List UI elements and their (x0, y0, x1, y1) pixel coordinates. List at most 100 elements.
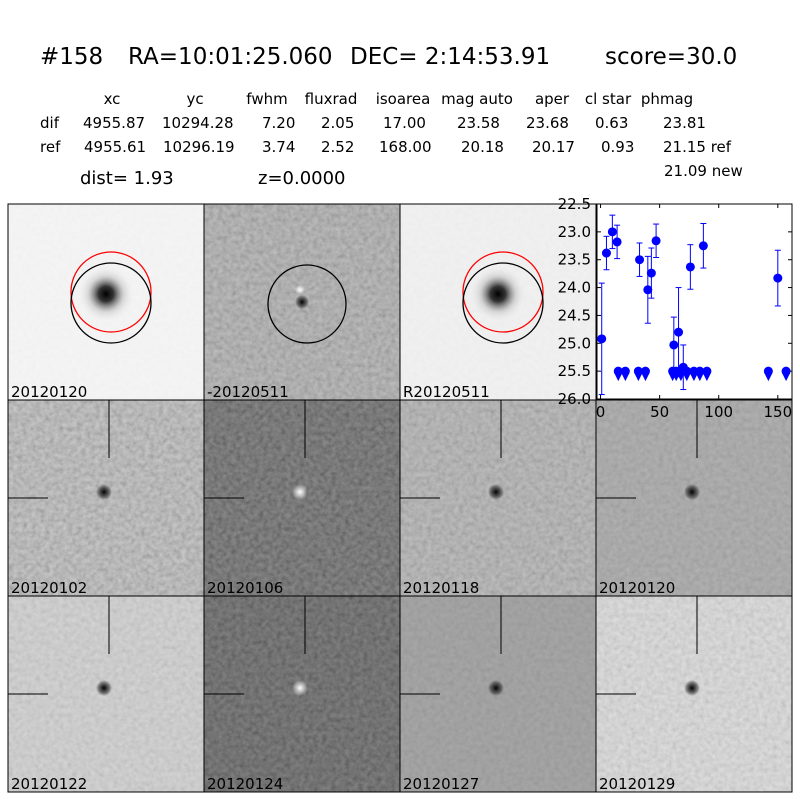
point (685, 262, 695, 272)
table-cell: 23.81 (663, 114, 706, 132)
y-tick-label: 25.0 (558, 334, 591, 352)
y-tick-label: 26.0 (558, 390, 591, 408)
aperture-ref (70, 251, 152, 333)
y-tick-label: 24.5 (558, 306, 591, 324)
x-tick-label: 150 (763, 403, 792, 421)
source-hi (295, 285, 305, 295)
table-cell: 20.17 (532, 138, 575, 156)
plot-area (596, 203, 793, 400)
column-header: phmag (641, 90, 693, 108)
point (698, 241, 708, 251)
aperture-ref (462, 251, 544, 333)
stamp-label: 20120120 (599, 579, 675, 597)
stamp-label: 20120120 (11, 383, 87, 401)
point (674, 327, 684, 337)
table-cell: 7.20 (262, 114, 295, 132)
source (292, 680, 308, 696)
redshift: z=0.0000 (258, 168, 346, 189)
light-curve: 22.5 23.0 23.5 24.0 24.5 25.0 25.5 26.0 0 50 100 15… (558, 195, 793, 421)
aperture (70, 262, 152, 344)
column-header: fluxrad (305, 90, 358, 108)
score: score=30.0 (605, 44, 737, 70)
stamp-label: 20120129 (599, 775, 675, 793)
limit-point (695, 366, 705, 376)
table-cell: 23.68 (526, 114, 569, 132)
table-cell: 4955.87 (83, 114, 145, 132)
stamp-label: -20120511 (207, 383, 289, 401)
phmag-new: 21.09 new (664, 162, 743, 180)
stamp-label: 20120124 (207, 775, 283, 793)
source (468, 264, 528, 324)
dist: dist= 1.93 (80, 168, 174, 189)
source (488, 680, 504, 696)
table-cell: 21.15 ref (663, 138, 732, 156)
limit-point (682, 366, 692, 376)
table-cell: 10296.19 (163, 138, 235, 156)
point (601, 248, 611, 258)
table-cell: 2.05 (321, 114, 354, 132)
row-label: dif (40, 114, 60, 132)
x-tick-label: 0 (596, 403, 606, 421)
point (643, 285, 653, 295)
column-header: cl star (585, 90, 632, 108)
y-tick-label: 25.5 (558, 362, 591, 380)
limit-point (781, 366, 791, 376)
table-cell: 168.00 (379, 138, 432, 156)
y-tick-label: 22.5 (558, 195, 591, 213)
aperture (267, 264, 347, 344)
y-tick-label: 23.0 (558, 223, 591, 241)
table-cell: 23.58 (457, 114, 500, 132)
y-tick-label: 23.5 (558, 251, 591, 269)
source (96, 484, 112, 500)
stamp-label: 20120102 (11, 579, 87, 597)
aperture (462, 262, 544, 344)
stamp-frame (595, 595, 793, 793)
point (607, 227, 617, 237)
table-cell: 4955.61 (84, 138, 146, 156)
source (684, 680, 700, 696)
x-tick-label: 50 (650, 403, 669, 421)
source (684, 484, 700, 500)
column-header: fwhm (246, 90, 287, 108)
table-cell: 0.93 (601, 138, 634, 156)
limit-point (620, 366, 630, 376)
table-cell: 10294.28 (162, 114, 234, 132)
row-label: ref (40, 138, 61, 156)
limit-point (633, 366, 643, 376)
point (651, 236, 661, 246)
x-tick-label: 100 (704, 403, 733, 421)
stamp-label: 20120127 (403, 775, 479, 793)
stamp-grid: 20120120 -20120511 R20120511 20120102 201201… (7, 203, 793, 793)
point (635, 255, 645, 265)
candidate-id: #158 (40, 44, 103, 70)
table-cell: 0.63 (595, 114, 628, 132)
column-header: aper (535, 90, 570, 108)
table-cell: 20.18 (461, 138, 504, 156)
table-cell: 17.00 (383, 114, 426, 132)
column-header: yc (186, 90, 203, 108)
point (773, 273, 783, 283)
source (292, 484, 308, 500)
limit-point (613, 366, 623, 376)
ra: RA=10:01:25.060 (128, 44, 333, 70)
dec: DEC= 2:14:53.91 (350, 44, 550, 70)
stamp-label: 20120106 (207, 579, 283, 597)
stamp-label: 20120118 (403, 579, 479, 597)
limit-point (702, 366, 712, 376)
source (76, 264, 136, 324)
y-tick-label: 24.0 (558, 279, 591, 297)
point (612, 237, 622, 247)
limit-point (640, 366, 650, 376)
column-header: mag auto (441, 90, 513, 108)
limit-point (763, 366, 773, 376)
table-cell: 2.52 (321, 138, 354, 156)
point (669, 340, 679, 350)
column-header: isoarea (376, 90, 431, 108)
stamp-label: 20120122 (11, 775, 87, 793)
table-cell: 3.74 (262, 138, 295, 156)
source (96, 680, 112, 696)
point (597, 334, 607, 344)
source (295, 295, 309, 309)
point (646, 268, 656, 278)
